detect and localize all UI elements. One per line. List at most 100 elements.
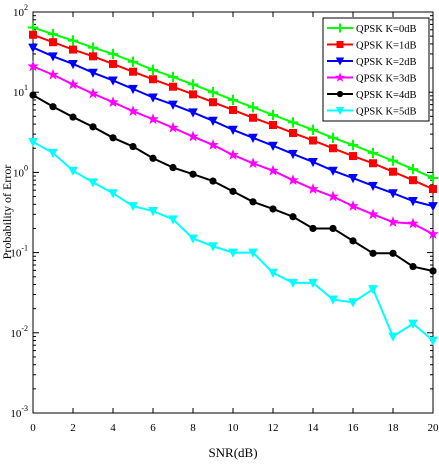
- data-point: [87, 87, 99, 99]
- y-tick-label: 10-3: [10, 404, 28, 420]
- data-point: [329, 224, 337, 233]
- x-tick-label: 8: [190, 422, 196, 434]
- x-tick-label: 20: [428, 422, 439, 434]
- data-point: [229, 105, 237, 114]
- series-3: [27, 60, 439, 239]
- legend-entry: QPSK K=0dB: [327, 23, 416, 35]
- data-point: [328, 166, 338, 176]
- data-point: [87, 42, 99, 53]
- legend-entry: QPSK K=3dB: [327, 72, 416, 85]
- legend-label: QPSK K=1dB: [356, 41, 416, 52]
- legend-entry: QPSK K=4dB: [327, 90, 416, 101]
- data-point: [29, 91, 37, 99]
- data-point: [127, 56, 139, 67]
- data-point: [167, 71, 179, 83]
- data-point: [367, 147, 379, 159]
- data-point: [328, 295, 338, 305]
- data-point: [429, 185, 437, 194]
- data-point: [269, 205, 277, 213]
- data-point: [209, 177, 217, 185]
- data-point: [368, 181, 378, 192]
- data-point: [427, 228, 439, 239]
- data-point: [49, 38, 57, 47]
- data-point: [249, 113, 257, 122]
- data-point: [268, 141, 278, 151]
- data-point: [169, 163, 177, 172]
- data-point: [247, 102, 259, 113]
- data-point: [128, 84, 138, 95]
- legend-box: [322, 17, 430, 122]
- data-point: [247, 157, 259, 169]
- data-point: [387, 155, 399, 166]
- x-axis-label: SNR(dB): [208, 445, 257, 460]
- data-point: [209, 98, 217, 107]
- data-point: [307, 183, 319, 194]
- data-point: [427, 172, 439, 184]
- x-tick-label: 18: [388, 422, 400, 434]
- y-axis-label: Probability of Error: [0, 165, 14, 260]
- data-point: [47, 68, 59, 80]
- data-point: [28, 137, 38, 148]
- data-point: [67, 35, 79, 46]
- data-point: [408, 319, 418, 329]
- data-point: [27, 60, 39, 72]
- series-4: [29, 91, 437, 275]
- y-tick-label: 102: [13, 3, 28, 19]
- series-2: [28, 43, 438, 212]
- data-point: [349, 152, 357, 161]
- data-point: [128, 202, 138, 212]
- x-tick-label: 10: [228, 422, 240, 434]
- series-layer: [27, 22, 439, 346]
- data-point: [407, 163, 419, 175]
- legend-entry: QPSK K=2dB: [327, 57, 416, 68]
- data-point: [369, 249, 377, 257]
- data-point: [88, 68, 98, 78]
- data-point: [288, 149, 298, 160]
- data-point: [407, 217, 419, 229]
- data-point: [227, 94, 239, 106]
- x-tick-label: 6: [150, 422, 156, 434]
- data-point: [369, 159, 377, 168]
- data-point: [267, 164, 279, 176]
- data-point: [309, 136, 317, 145]
- data-point: [109, 59, 117, 68]
- data-point: [308, 157, 318, 168]
- data-point: [69, 45, 77, 54]
- data-point: [167, 121, 179, 133]
- data-point: [48, 148, 58, 159]
- data-point: [67, 78, 79, 90]
- data-point: [348, 174, 358, 184]
- data-point: [267, 109, 279, 121]
- legend-marker: [335, 72, 345, 82]
- data-point: [367, 208, 379, 220]
- legend-marker: [335, 57, 345, 66]
- data-point: [49, 103, 57, 111]
- data-point: [248, 248, 258, 258]
- data-point: [409, 176, 417, 185]
- data-point: [47, 28, 59, 40]
- x-tick-label: 16: [348, 422, 360, 434]
- data-point: [307, 124, 319, 135]
- legend-marker: [335, 23, 345, 33]
- data-point: [129, 142, 137, 151]
- data-point: [348, 298, 358, 308]
- data-point: [147, 113, 159, 125]
- data-point: [248, 133, 258, 144]
- legend-label: QPSK K=3dB: [356, 74, 416, 85]
- data-point: [29, 30, 37, 39]
- data-point: [149, 75, 157, 84]
- data-point: [208, 242, 218, 252]
- data-point: [268, 268, 278, 278]
- data-point: [429, 267, 437, 275]
- data-point: [409, 262, 417, 271]
- data-point: [149, 154, 157, 162]
- data-point: [68, 59, 78, 70]
- legend-label: QPSK K=4dB: [356, 90, 416, 101]
- data-point: [208, 116, 218, 126]
- data-point: [108, 189, 118, 199]
- series-0: [27, 22, 439, 184]
- data-point: [168, 215, 178, 225]
- data-point: [187, 130, 199, 142]
- y-tick-label: 10-2: [10, 324, 28, 340]
- data-point: [68, 166, 78, 176]
